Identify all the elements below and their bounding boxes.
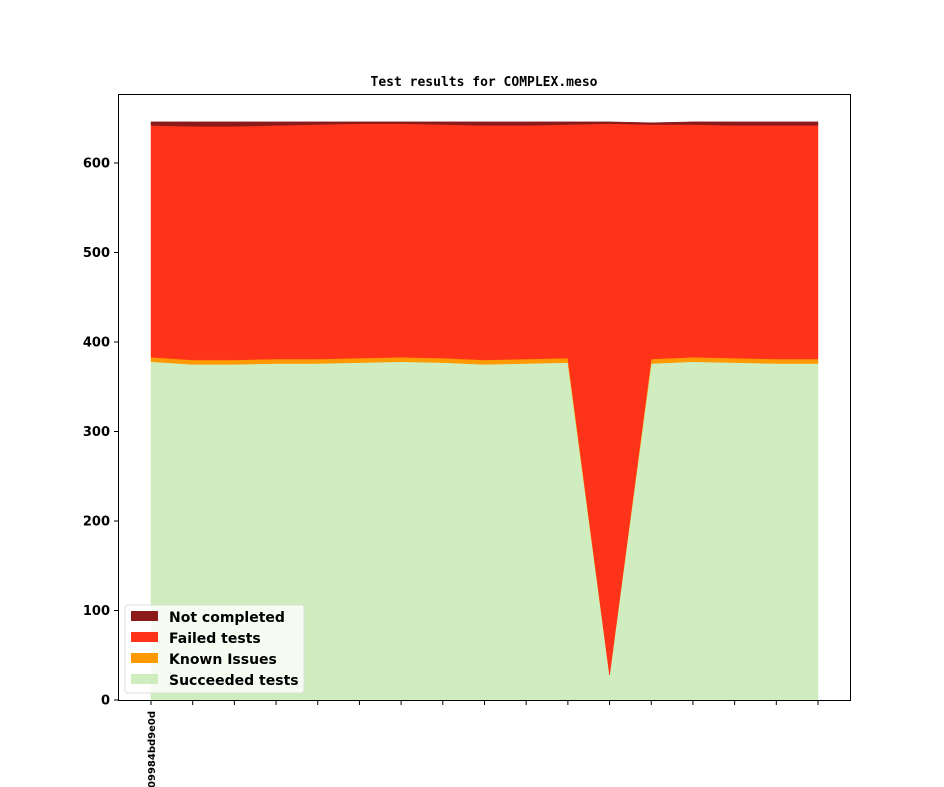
area-not-completed <box>150 121 819 127</box>
y-tick-label: 200 <box>83 515 110 530</box>
legend-box <box>124 604 305 694</box>
chart-title: Test results for COMPLEX.meso <box>371 75 598 90</box>
y-tick-label: 100 <box>83 604 110 619</box>
y-axis: 0 100 200 300 400 500 600 <box>83 157 119 709</box>
area-layers <box>150 121 819 701</box>
legend-label-not-completed: Not completed <box>169 610 285 626</box>
y-tick-label: 0 <box>101 694 110 709</box>
legend-swatch-succeeded-tests <box>131 674 158 684</box>
y-tick-label: 500 <box>83 246 110 261</box>
x-tick-label: 09984bd9e0d <box>147 711 158 787</box>
legend-swatch-not-completed <box>131 611 158 621</box>
x-axis: 09984bd9e0d <box>147 700 819 787</box>
y-tick-label: 600 <box>83 157 110 172</box>
y-tick-label: 400 <box>83 336 110 351</box>
legend-swatch-known-issues <box>131 653 158 663</box>
y-tick-label: 300 <box>83 425 110 440</box>
legend-swatch-failed-tests <box>131 632 158 642</box>
legend-label-succeeded-tests: Succeeded tests <box>169 673 299 689</box>
legend-label-known-issues: Known Issues <box>169 652 277 668</box>
legend-label-failed-tests: Failed tests <box>169 631 261 647</box>
legend: Not completed Failed tests Known Issues Suc… <box>124 604 305 694</box>
